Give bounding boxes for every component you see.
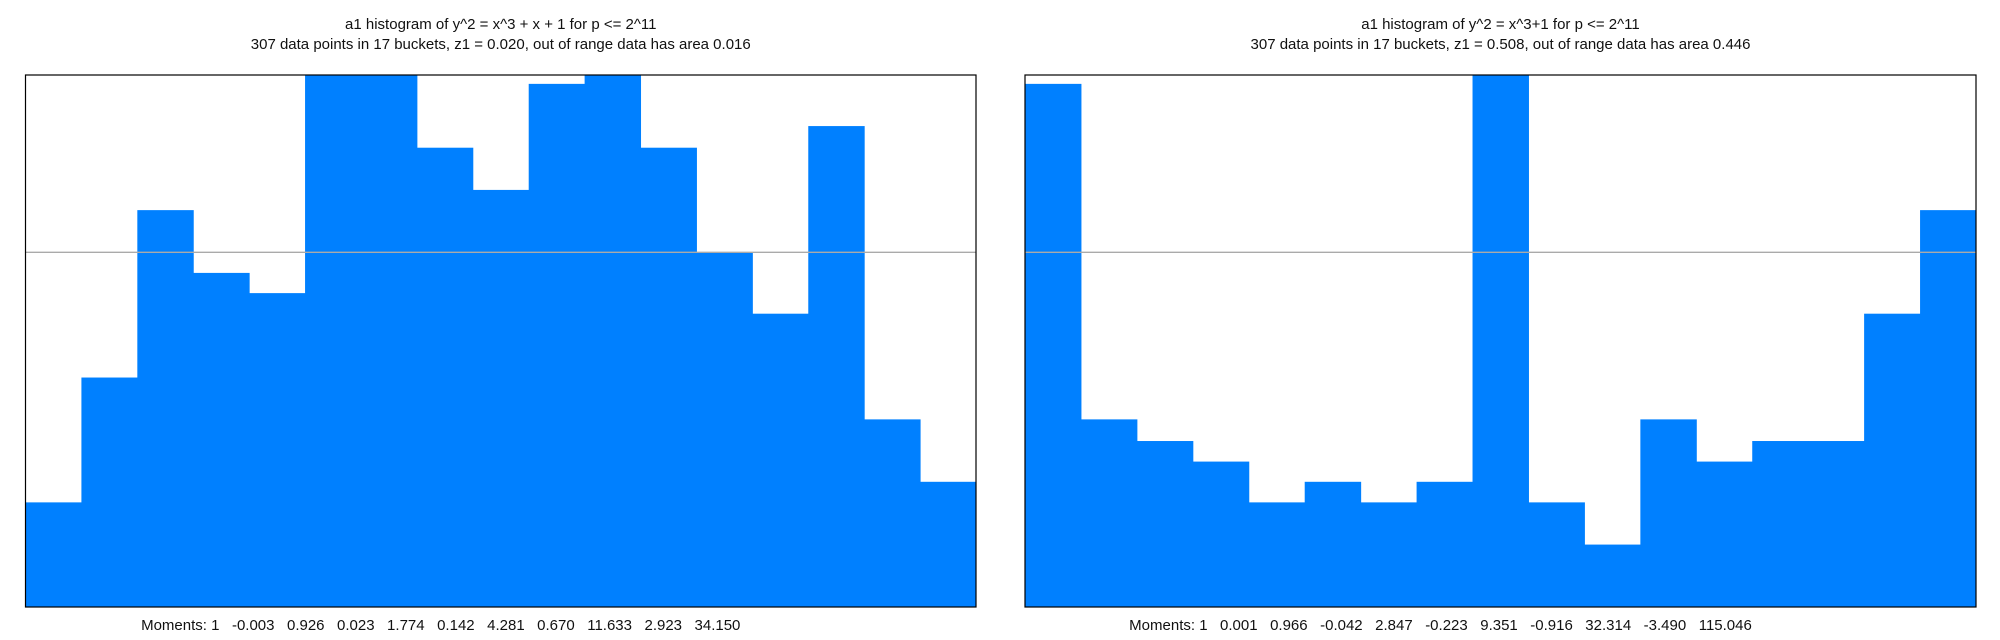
bar (1025, 83, 1082, 607)
moments-label: Moments: 1 -0.003 0.926 0.023 1.774 0.14… (141, 617, 740, 634)
bar (305, 75, 362, 607)
bar (920, 481, 977, 607)
bar (249, 293, 306, 607)
bar (1136, 441, 1194, 607)
chart-subtitle: 307 data points in 17 buckets, z1 = 0.50… (1251, 36, 1751, 53)
bar (1808, 441, 1865, 607)
bar (193, 272, 250, 607)
plot-frame (24, 74, 977, 608)
bar (808, 126, 865, 608)
bar (528, 83, 586, 607)
bar (25, 502, 82, 607)
bar (360, 75, 418, 607)
bar (137, 210, 194, 608)
bar (696, 252, 753, 608)
bar (1192, 461, 1250, 607)
chart-title: a1 histogram of y^2 = x^3 + x + 1 for p … (345, 16, 656, 33)
bar (752, 313, 809, 607)
bar (1248, 502, 1306, 607)
bar (1416, 481, 1474, 607)
bar (584, 75, 642, 607)
bar (1080, 419, 1138, 607)
chart-title: a1 histogram of y^2 = x^3+1 for p <= 2^1… (1361, 16, 1640, 33)
bar (1528, 502, 1585, 607)
bar (1584, 544, 1641, 607)
bar (1752, 441, 1809, 607)
bar (1304, 481, 1362, 607)
bar (1696, 461, 1753, 607)
bar (1920, 210, 1977, 608)
bar (1360, 502, 1418, 607)
plot-frame (1024, 74, 1977, 608)
bar (81, 377, 138, 607)
chart-subtitle: 307 data points in 17 buckets, z1 = 0.02… (251, 36, 751, 53)
bar (864, 419, 921, 607)
bar (472, 189, 530, 608)
bar (1472, 75, 1529, 607)
bar (640, 147, 697, 607)
bar (416, 147, 474, 607)
bar (1864, 313, 1921, 607)
bar (1640, 419, 1697, 607)
moments-label: Moments: 1 0.001 0.966 -0.042 2.847 -0.2… (1129, 617, 1752, 634)
